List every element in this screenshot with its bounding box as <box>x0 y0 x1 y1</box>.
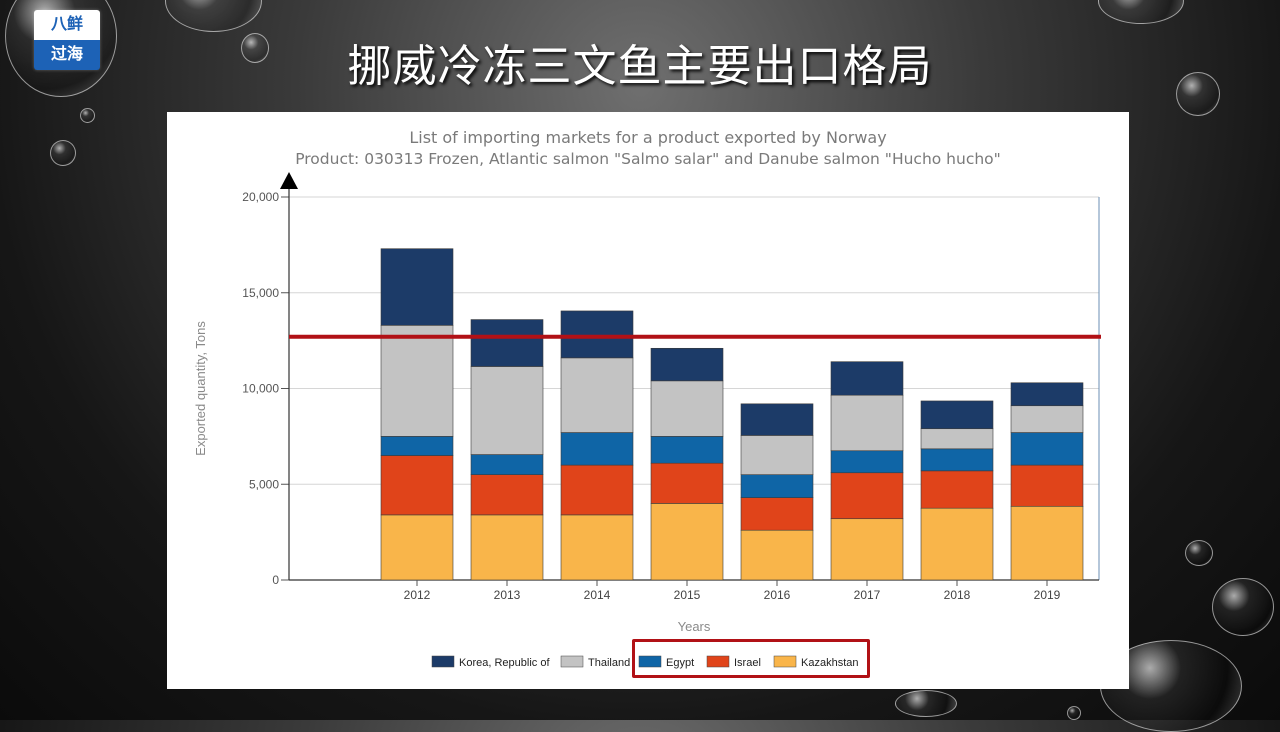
legend-label: Kazakhstan <box>801 657 858 669</box>
legend-label: Egypt <box>666 657 694 669</box>
bar-segment-thailand <box>380 325 454 437</box>
bar-segment-korea-republic-of <box>560 310 634 359</box>
bar-segment-thailand <box>470 366 544 455</box>
bar-segment-egypt <box>740 474 814 498</box>
bar-segment-kazakhstan <box>470 514 544 581</box>
legend-label: Thailand <box>588 657 630 669</box>
bar-segment-kazakhstan <box>560 514 634 581</box>
stacked-bar-chart: List of importing markets for a product … <box>193 128 1101 669</box>
bar-segment-thailand <box>1010 405 1084 433</box>
water-droplet <box>1067 706 1081 720</box>
water-droplet <box>1098 0 1184 24</box>
bar-segment-israel <box>470 474 544 516</box>
bar-segment-israel <box>830 472 904 520</box>
bar-segment-kazakhstan <box>830 518 904 581</box>
y-tick-label: 5,000 <box>249 477 279 491</box>
x-tick-label: 2018 <box>944 588 971 602</box>
water-droplet <box>1212 578 1274 636</box>
legend-swatch <box>638 655 662 668</box>
water-droplet <box>241 33 269 63</box>
y-tick-label: 10,000 <box>242 382 279 396</box>
legend-label: Israel <box>734 657 761 669</box>
y-tick-label: 0 <box>272 573 279 587</box>
bar-segment-egypt <box>560 432 634 466</box>
bar-segment-egypt <box>380 436 454 456</box>
legend-highlight-box <box>632 639 870 678</box>
bar-segment-korea-republic-of <box>470 319 544 367</box>
water-droplet <box>165 0 262 32</box>
legend-swatch <box>706 655 730 668</box>
chart-panel: List of importing markets for a product … <box>167 112 1129 689</box>
bar-segment-korea-republic-of <box>1010 382 1084 407</box>
chart-subtitle: Product: 030313 Frozen, Atlantic salmon … <box>295 150 1001 168</box>
bar-segment-kazakhstan <box>920 507 994 581</box>
bar-segment-thailand <box>830 394 904 452</box>
bar-segment-israel <box>1010 464 1084 507</box>
slide-title: 挪威冷冻三文鱼主要出口格局 <box>347 41 933 92</box>
brand-logo: 八鲜 过海 <box>34 10 100 70</box>
bar-segment-korea-republic-of <box>740 403 814 436</box>
bar-segment-kazakhstan <box>1010 505 1084 581</box>
x-tick-label: 2013 <box>494 588 521 602</box>
chart-title: List of importing markets for a product … <box>409 128 886 147</box>
bar-segment-egypt <box>650 436 724 464</box>
bar-segment-kazakhstan <box>380 514 454 581</box>
x-tick-label: 2015 <box>674 588 701 602</box>
bar-segment-israel <box>380 455 454 516</box>
bar-segment-egypt <box>830 450 904 474</box>
water-droplet <box>50 140 76 166</box>
x-tick-label: 2019 <box>1034 588 1061 602</box>
bar-segment-korea-republic-of <box>380 248 454 326</box>
bar-segment-egypt <box>920 448 994 472</box>
bar-segment-thailand <box>650 380 724 437</box>
x-tick-label: 2017 <box>854 588 881 602</box>
legend-swatch <box>431 655 455 668</box>
x-tick-label: 2012 <box>404 588 431 602</box>
bar-segment-egypt <box>1010 432 1084 466</box>
bar-segment-israel <box>560 464 634 516</box>
y-tick-label: 20,000 <box>242 190 279 204</box>
water-droplet <box>80 108 95 123</box>
bar-segment-israel <box>650 462 724 504</box>
x-tick-label: 2014 <box>584 588 611 602</box>
legend-label: Korea, Republic of <box>459 657 550 669</box>
water-droplet <box>1176 72 1220 116</box>
y-axis-label: Exported quantity, Tons <box>193 321 208 456</box>
bar-segment-kazakhstan <box>740 529 814 581</box>
bar-segment-egypt <box>470 454 544 475</box>
bar-segment-israel <box>920 470 994 509</box>
y-tick-label: 15,000 <box>242 286 279 300</box>
legend-swatch <box>773 655 797 668</box>
bar-segment-thailand <box>920 428 994 450</box>
logo-top-text: 八鲜 <box>34 10 100 40</box>
y-axis-arrow <box>280 172 298 189</box>
bar-segment-korea-republic-of <box>650 347 724 382</box>
bar-segment-israel <box>740 497 814 531</box>
water-droplet <box>1185 540 1213 566</box>
x-tick-label: 2016 <box>764 588 791 602</box>
legend-swatch <box>560 655 584 668</box>
bar-segment-korea-republic-of <box>830 361 904 396</box>
x-axis-label: Years <box>678 619 711 634</box>
bar-segment-kazakhstan <box>650 503 724 581</box>
water-droplet <box>895 690 957 717</box>
bar-segment-thailand <box>740 435 814 475</box>
bar-segment-korea-republic-of <box>920 400 994 430</box>
logo-bottom-text: 过海 <box>34 40 100 70</box>
bar-segment-thailand <box>560 357 634 433</box>
